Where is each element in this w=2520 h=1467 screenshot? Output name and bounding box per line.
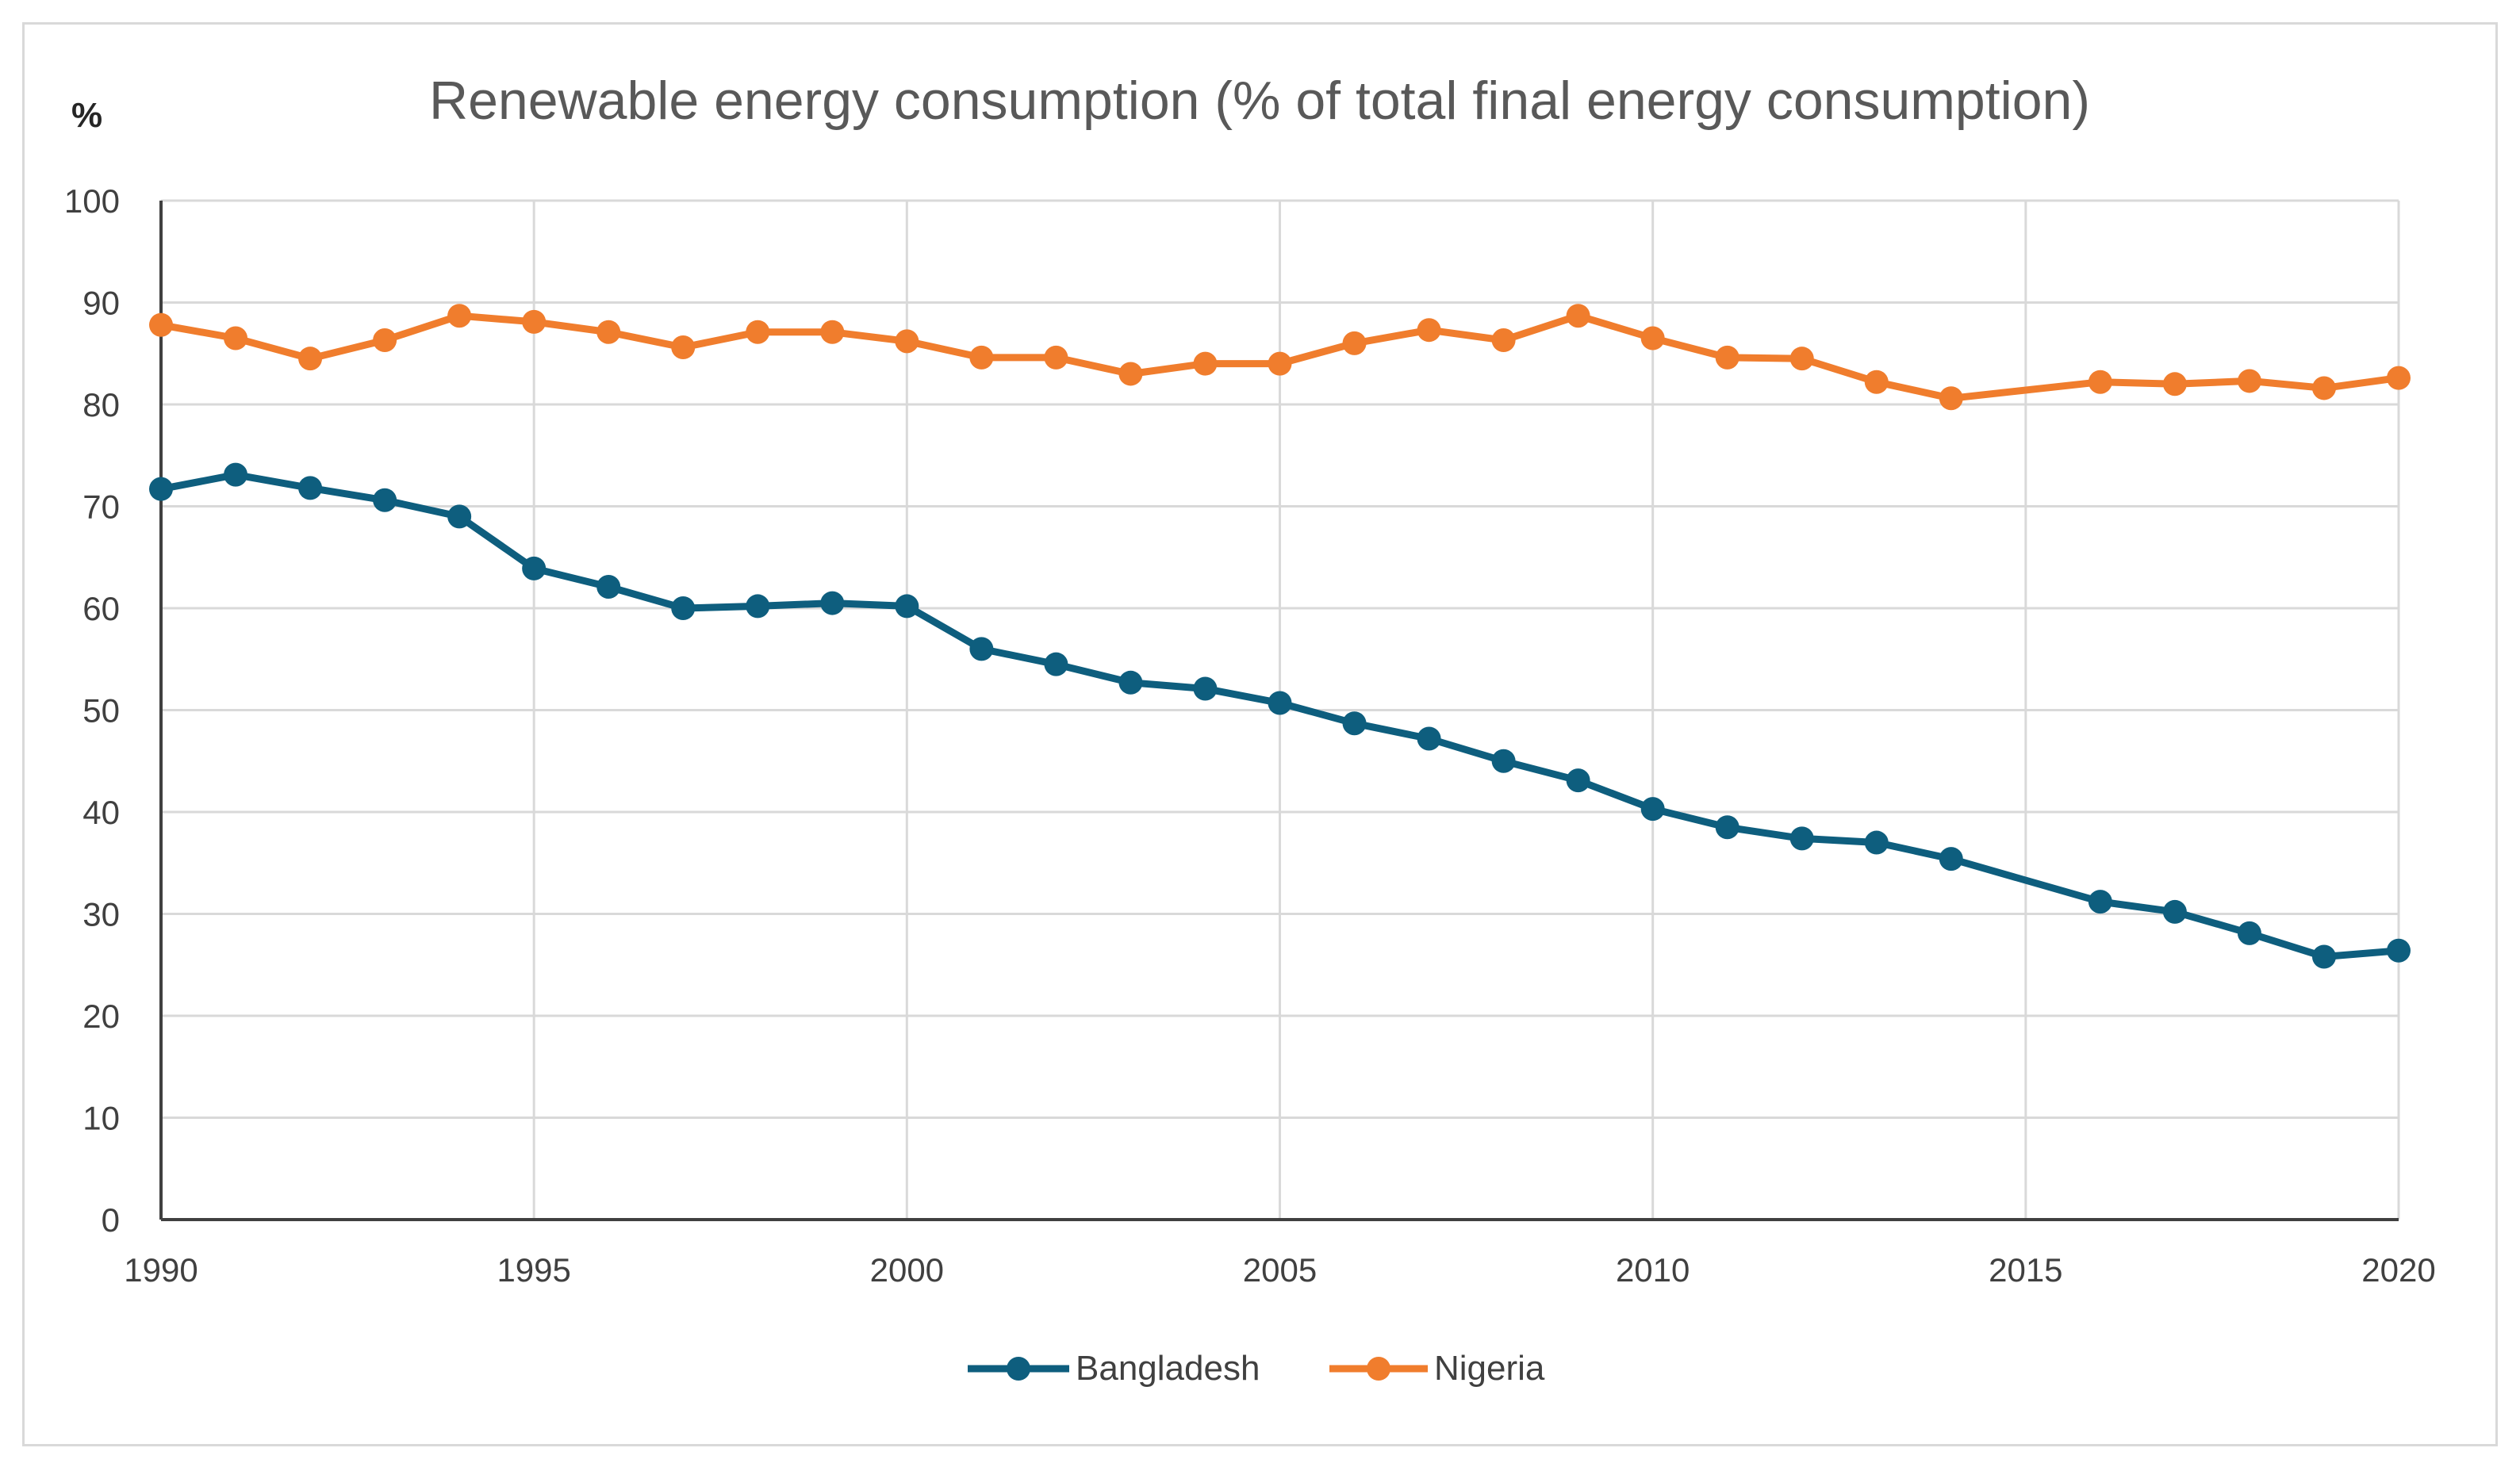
- y-tick-label: 30: [82, 896, 120, 933]
- data-point-bangladesh: [671, 596, 696, 620]
- data-point-nigeria: [1640, 326, 1665, 350]
- data-point-nigeria: [969, 345, 994, 370]
- data-point-bangladesh: [2387, 938, 2411, 963]
- data-point-bangladesh: [895, 594, 919, 619]
- data-point-bangladesh: [746, 594, 770, 619]
- data-point-bangladesh: [969, 637, 994, 661]
- data-point-bangladesh: [1939, 847, 1963, 871]
- data-point-bangladesh: [1342, 711, 1367, 736]
- axes: 0 10 20 30 40 50 60 70 80 90 100 1990 1995 2000 2005 20…: [64, 182, 2436, 1289]
- y-tick-label: 40: [82, 794, 120, 831]
- y-tick-label: 60: [82, 590, 120, 627]
- data-point-bangladesh: [1566, 768, 1590, 793]
- data-point-bangladesh: [1118, 670, 1143, 695]
- data-point-nigeria: [1864, 370, 1889, 394]
- data-point-nigeria: [1044, 345, 1068, 370]
- data-point-bangladesh: [1640, 797, 1665, 822]
- data-point-bangladesh: [224, 462, 248, 487]
- y-tick-label: 80: [82, 386, 120, 423]
- data-point-bangladesh: [1193, 676, 1218, 701]
- data-point-nigeria: [1789, 347, 1814, 371]
- data-point-nigeria: [373, 328, 397, 353]
- x-tick-label: 1995: [497, 1251, 570, 1289]
- data-point-bangladesh: [1491, 749, 1516, 773]
- data-point-nigeria: [746, 320, 770, 344]
- x-tick-label: 2005: [1243, 1251, 1317, 1289]
- y-axis-unit-label: %: [71, 96, 102, 135]
- data-point-nigeria: [596, 320, 621, 344]
- x-tick-label: 2000: [870, 1251, 944, 1289]
- data-point-bangladesh: [1864, 830, 1889, 855]
- data-point-nigeria: [1417, 318, 1441, 343]
- x-tick-label: 2020: [2361, 1251, 2435, 1289]
- series-lines: [149, 304, 2411, 969]
- y-tick-label: 100: [64, 182, 120, 220]
- chart-frame: [22, 22, 2498, 1446]
- data-point-nigeria: [1193, 351, 1218, 376]
- data-point-nigeria: [522, 309, 547, 334]
- data-point-nigeria: [447, 304, 472, 328]
- data-point-nigeria: [820, 320, 845, 344]
- data-point-bangladesh: [149, 477, 173, 501]
- data-point-bangladesh: [373, 488, 397, 512]
- data-point-bangladesh: [820, 591, 845, 615]
- data-point-bangladesh: [447, 504, 472, 529]
- data-point-bangladesh: [522, 556, 547, 580]
- data-point-bangladesh: [1268, 691, 1292, 715]
- data-point-bangladesh: [1789, 826, 1814, 851]
- legend: Bangladesh Nigeria: [968, 1349, 1545, 1388]
- y-tick-label: 70: [82, 488, 120, 526]
- data-point-bangladesh: [2162, 899, 2187, 924]
- data-point-bangladesh: [2311, 944, 2336, 969]
- y-tick-label: 50: [82, 692, 120, 730]
- data-point-bangladesh: [1715, 815, 1739, 840]
- data-point-nigeria: [2311, 376, 2336, 400]
- data-point-nigeria: [1715, 345, 1739, 370]
- data-point-nigeria: [2088, 370, 2112, 394]
- data-point-nigeria: [671, 335, 696, 360]
- data-point-nigeria: [1268, 351, 1292, 376]
- y-tick-label: 20: [82, 998, 120, 1035]
- data-point-nigeria: [1118, 362, 1143, 386]
- y-tick-label: 0: [102, 1201, 120, 1239]
- x-tick-label: 2010: [1616, 1251, 1690, 1289]
- data-point-nigeria: [1491, 328, 1516, 353]
- series-line-bangladesh: [157, 471, 2403, 960]
- data-point-bangladesh: [298, 476, 323, 500]
- data-point-bangladesh: [1044, 652, 1068, 676]
- data-point-bangladesh: [1417, 726, 1441, 751]
- data-point-bangladesh: [2088, 890, 2112, 914]
- y-tick-label: 90: [82, 285, 120, 322]
- data-point-nigeria: [298, 347, 323, 371]
- data-point-nigeria: [2237, 369, 2261, 393]
- legend-label-bangladesh: Bangladesh: [1076, 1349, 1260, 1388]
- data-point-nigeria: [2162, 372, 2187, 396]
- data-point-nigeria: [2387, 366, 2411, 390]
- data-point-bangladesh: [2237, 921, 2261, 945]
- data-point-nigeria: [1939, 386, 1963, 411]
- data-point-nigeria: [1342, 331, 1367, 355]
- data-point-nigeria: [224, 326, 248, 350]
- chart-title: Renewable energy consumption (% of total…: [429, 71, 2090, 131]
- data-point-nigeria: [1566, 304, 1590, 328]
- series-line-nigeria: [157, 312, 2403, 402]
- x-tick-label: 1990: [124, 1251, 198, 1289]
- legend-marker-nigeria: [1367, 1357, 1390, 1381]
- data-point-nigeria: [895, 329, 919, 354]
- legend-label-nigeria: Nigeria: [1434, 1349, 1545, 1388]
- y-tick-label: 10: [82, 1100, 120, 1137]
- x-tick-label: 2015: [1989, 1251, 2062, 1289]
- legend-marker-bangladesh: [1007, 1357, 1030, 1381]
- data-point-bangladesh: [596, 575, 621, 599]
- data-point-nigeria: [149, 312, 173, 337]
